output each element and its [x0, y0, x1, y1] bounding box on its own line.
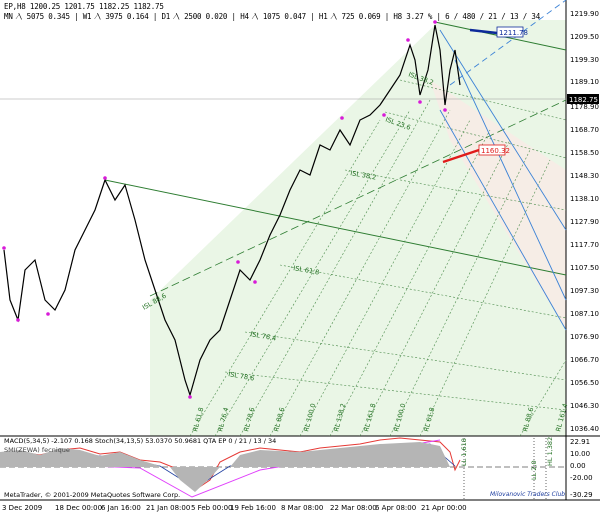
blue-channel — [439, 0, 567, 331]
price-axis-ticks: 1219.90 1209.50 1199.30 1189.10 1178.90 … — [570, 10, 599, 433]
fib-zone-green — [150, 20, 566, 436]
signature-text: Milovanovic Traders Club — [490, 491, 566, 498]
current-price-tag — [567, 94, 599, 104]
timeframe-stats-header: MN ⁄\ 5075 0.345 | W1 ⁄\ 3975 0.164 | D1… — [4, 12, 541, 21]
ind-tick: -30.29 — [570, 491, 593, 499]
price-tick: 1046.30 — [570, 402, 599, 410]
time-tick: 6 Jan 16:00 — [101, 504, 141, 512]
ind-tick: 10.00 — [570, 450, 590, 458]
symbol-ohlc-header: EP,H8 1200.25 1201.75 1182.25 1182.75 — [4, 2, 164, 11]
ll-label: LL 1,618 — [460, 438, 468, 466]
time-tick: 6 Apr 08:00 — [375, 504, 417, 512]
price-tick: 1056.50 — [570, 379, 599, 387]
ll-label-2: LL 2,0 — [530, 460, 538, 480]
upper-target-box — [496, 26, 524, 38]
swing-markers — [2, 20, 447, 399]
price-tick: 1158.50 — [570, 149, 599, 157]
lower-target-box — [478, 144, 506, 156]
time-tick: 19 Feb 16:00 — [230, 504, 276, 512]
fib-horizontals — [224, 79, 567, 411]
price-tick: 1036.40 — [570, 425, 599, 433]
ind-tick: 22.91 — [570, 438, 590, 446]
price-tick: 1087.10 — [570, 310, 599, 318]
time-tick: 21 Apr 00:00 — [421, 504, 467, 512]
time-tick: 8 Mar 08:00 — [281, 504, 324, 512]
lower-target-text: 1160.32 — [481, 147, 510, 155]
indicator-label: MACD(5,34,5) -2.107 0.168 Stoch(34,13,5)… — [4, 437, 277, 445]
upper-target-arrow — [469, 28, 498, 35]
price-tick: 1138.10 — [570, 195, 599, 203]
price-tick: 1127.90 — [570, 218, 599, 226]
ind-tick: 0.00 — [570, 462, 586, 470]
price-tick: 1107.50 — [570, 264, 599, 272]
time-tick: 18 Dec 00:00 — [55, 504, 103, 512]
trendline-lower — [104, 179, 567, 276]
upper-target-text: 1211.78 — [499, 29, 528, 37]
lower-target-arrow — [442, 148, 480, 164]
price-tick: 1148.30 — [570, 172, 599, 180]
copyright-text: MetaTrader, © 2001-2009 MetaQuotes Softw… — [4, 491, 181, 499]
time-tick: 21 Jan 08:00 — [146, 504, 191, 512]
price-tick: 1168.70 — [570, 126, 599, 134]
time-tick: 22 Mar 08:00 — [330, 504, 377, 512]
price-series — [3, 24, 461, 398]
price-tick: 1097.30 — [570, 287, 599, 295]
macd-line — [0, 437, 461, 491]
current-price-text: 1182.75 — [569, 96, 598, 104]
indicator-pane[interactable]: LL 1,618 LL 2,0 HL 1,382 22.91 10.00 0.0… — [0, 437, 593, 500]
price-tick: 1219.90 — [570, 10, 599, 18]
price-tick: 1117.70 — [570, 241, 599, 249]
price-tick: 1066.70 — [570, 356, 599, 364]
price-tick: 1189.10 — [570, 78, 599, 86]
price-tick: 1076.90 — [570, 333, 599, 341]
time-tick: 3 Dec 2009 — [2, 504, 43, 512]
time-tick: 5 Feb 00:00 — [191, 504, 233, 512]
median-line-dashed — [149, 99, 567, 297]
indicator-sublabel: SMI(ZEWA) fecnique — [4, 446, 70, 454]
macd-histogram — [0, 442, 450, 492]
price-tick: 1199.30 — [570, 56, 599, 64]
price-tick: 1178.90 — [570, 103, 599, 111]
hl-label: HL 1,382 — [546, 437, 554, 466]
price-tick: 1209.50 — [570, 33, 599, 41]
ind-tick: -20.00 — [570, 474, 593, 482]
